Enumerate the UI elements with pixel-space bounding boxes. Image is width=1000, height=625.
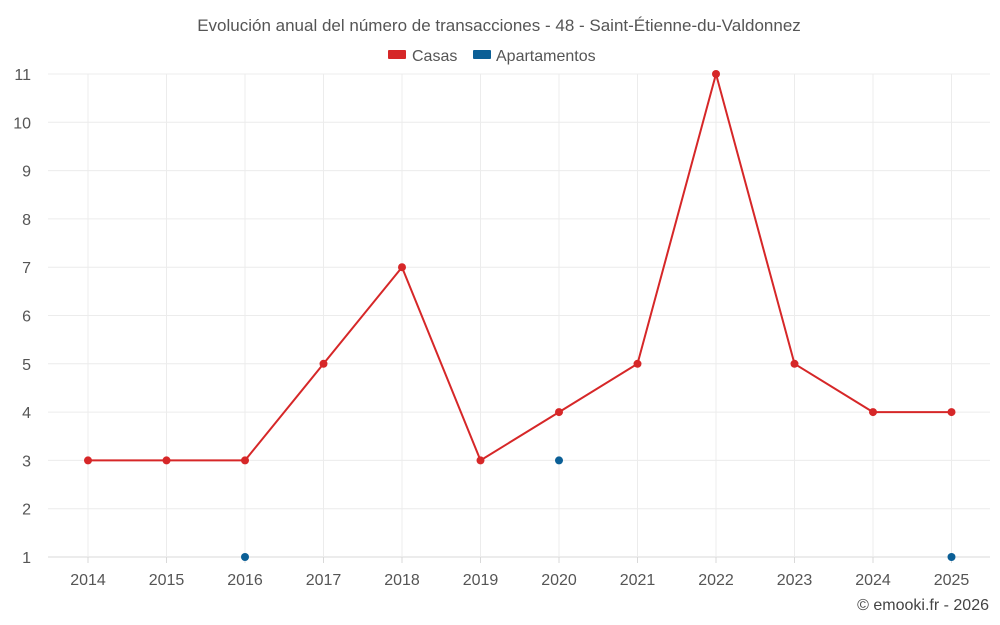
y-tick-label: 3	[22, 453, 31, 470]
y-tick-label: 7	[22, 260, 31, 277]
data-point-casas-2019[interactable]	[476, 456, 485, 465]
legend-item-apartamentos[interactable]: Apartamentos	[473, 48, 596, 65]
y-tick-label: 10	[13, 115, 31, 132]
legend-swatch-apartamentos	[473, 50, 491, 59]
data-point-casas-2015[interactable]	[162, 456, 171, 465]
series-line-segment-casas	[244, 362, 325, 462]
legend-swatch-casas	[388, 50, 406, 59]
credit-text: © emooki.fr - 2026	[857, 597, 989, 614]
grid	[48, 73, 990, 558]
series-line-segment-casas	[715, 73, 796, 365]
series-casas	[84, 70, 956, 465]
y-tick-label: 4	[22, 405, 31, 422]
y-tick-label: 11	[14, 67, 31, 84]
data-point-apartamentos-2020[interactable]	[555, 456, 563, 465]
data-point-casas-2022[interactable]	[712, 70, 720, 78]
data-point-casas-2016[interactable]	[241, 456, 249, 465]
axes: 1 2 3 4 5 6 7 8 9 10 11 2014 2015 2016 2017 2018 2019 202…	[13, 67, 969, 589]
y-tick-label: 8	[22, 212, 31, 229]
x-tick-label: 2017	[306, 572, 342, 589]
series-line-segment-casas	[793, 362, 874, 414]
y-tick-label: 9	[22, 164, 31, 181]
data-point-apartamentos-2016[interactable]	[241, 553, 249, 561]
data-point-casas-2017[interactable]	[319, 359, 328, 368]
x-tick-label: 2016	[227, 572, 263, 589]
data-point-casas-2021[interactable]	[633, 359, 642, 368]
x-tick-label: 2020	[541, 572, 577, 589]
x-tick-label: 2021	[620, 572, 656, 589]
x-tick-label: 2019	[463, 572, 499, 589]
y-tick-label: 2	[22, 502, 31, 519]
y-tick-label: 6	[22, 309, 31, 326]
series-line-segment-casas	[401, 266, 482, 462]
data-point-casas-2020[interactable]	[555, 408, 563, 417]
series-line-segment-casas	[636, 73, 717, 365]
data-point-apartamentos-2025[interactable]	[947, 553, 956, 561]
data-point-casas-2014[interactable]	[84, 456, 92, 465]
x-tick-label: 2024	[855, 572, 891, 589]
y-tick-label: 1	[22, 550, 31, 567]
data-point-casas-2018[interactable]	[398, 263, 406, 272]
data-point-casas-2024[interactable]	[869, 408, 877, 417]
x-tick-label: 2023	[777, 572, 813, 589]
series-line-segment-casas	[322, 266, 403, 365]
legend-label-casas: Casas	[412, 48, 457, 65]
series-line-segment-casas	[558, 362, 639, 414]
legend-label-apartamentos: Apartamentos	[496, 48, 596, 65]
x-tick-label: 2025	[934, 572, 970, 589]
y-tick-label: 5	[22, 357, 31, 374]
data-point-casas-2023[interactable]	[790, 359, 799, 368]
x-tick-label: 2015	[149, 572, 185, 589]
series-line-segment-casas	[479, 411, 560, 462]
series	[84, 70, 956, 561]
x-tick-label: 2022	[698, 572, 734, 589]
legend-item-casas[interactable]: Casas	[388, 48, 457, 65]
legend: Casas Apartamentos	[388, 48, 596, 65]
chart-title: Evolución anual del número de transaccio…	[197, 16, 801, 35]
series-apartamentos	[241, 456, 956, 561]
data-point-casas-2025[interactable]	[947, 408, 956, 417]
x-tick-label: 2018	[384, 572, 420, 589]
x-tick-label: 2014	[70, 572, 106, 589]
